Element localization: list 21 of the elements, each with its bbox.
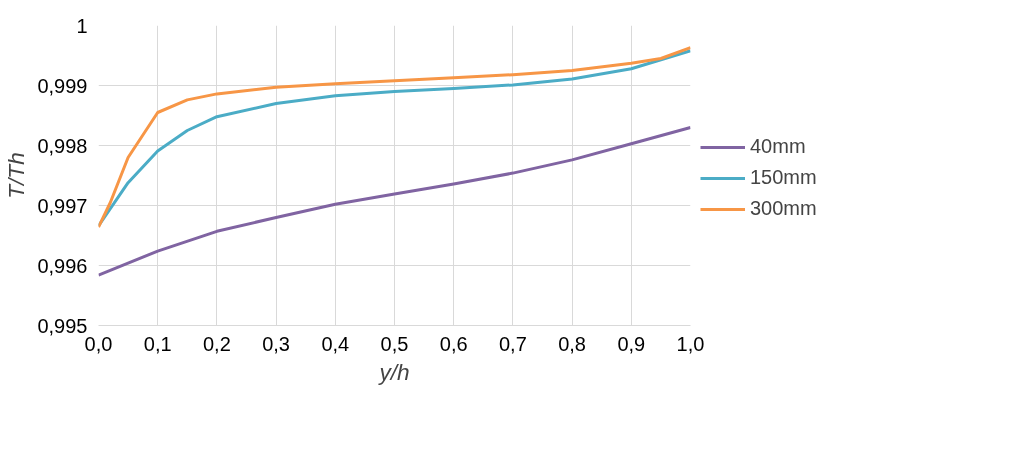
x-tick-label: 0,5 <box>380 332 409 355</box>
x-tick-label: 0,2 <box>203 332 231 355</box>
line-series <box>98 126 691 277</box>
x-tick-label: 1,0 <box>676 332 705 355</box>
x-tick-label: 0,7 <box>499 332 527 355</box>
x-tick-label: 0,6 <box>439 332 468 355</box>
y-axis-title: T/Th <box>3 152 30 199</box>
y-tick-label: 0,999 <box>37 74 88 97</box>
x-axis-title: y/h <box>377 358 410 385</box>
y-tick-label: 1 <box>76 14 88 37</box>
x-tick-label: 0,4 <box>321 332 350 355</box>
y-tick-label: 0,996 <box>37 254 88 277</box>
x-tick-label: 0,1 <box>143 332 172 355</box>
x-tick-label: 0,8 <box>558 332 587 355</box>
legend-label: 150mm <box>750 166 817 189</box>
y-tick-label: 0,998 <box>37 134 88 157</box>
legend-label: 40mm <box>750 135 806 158</box>
x-tick-label: 0,9 <box>617 332 646 355</box>
x-tick-label: 0,3 <box>262 332 291 355</box>
y-tick-label: 0,997 <box>37 194 88 217</box>
legend-label: 300mm <box>750 197 817 220</box>
